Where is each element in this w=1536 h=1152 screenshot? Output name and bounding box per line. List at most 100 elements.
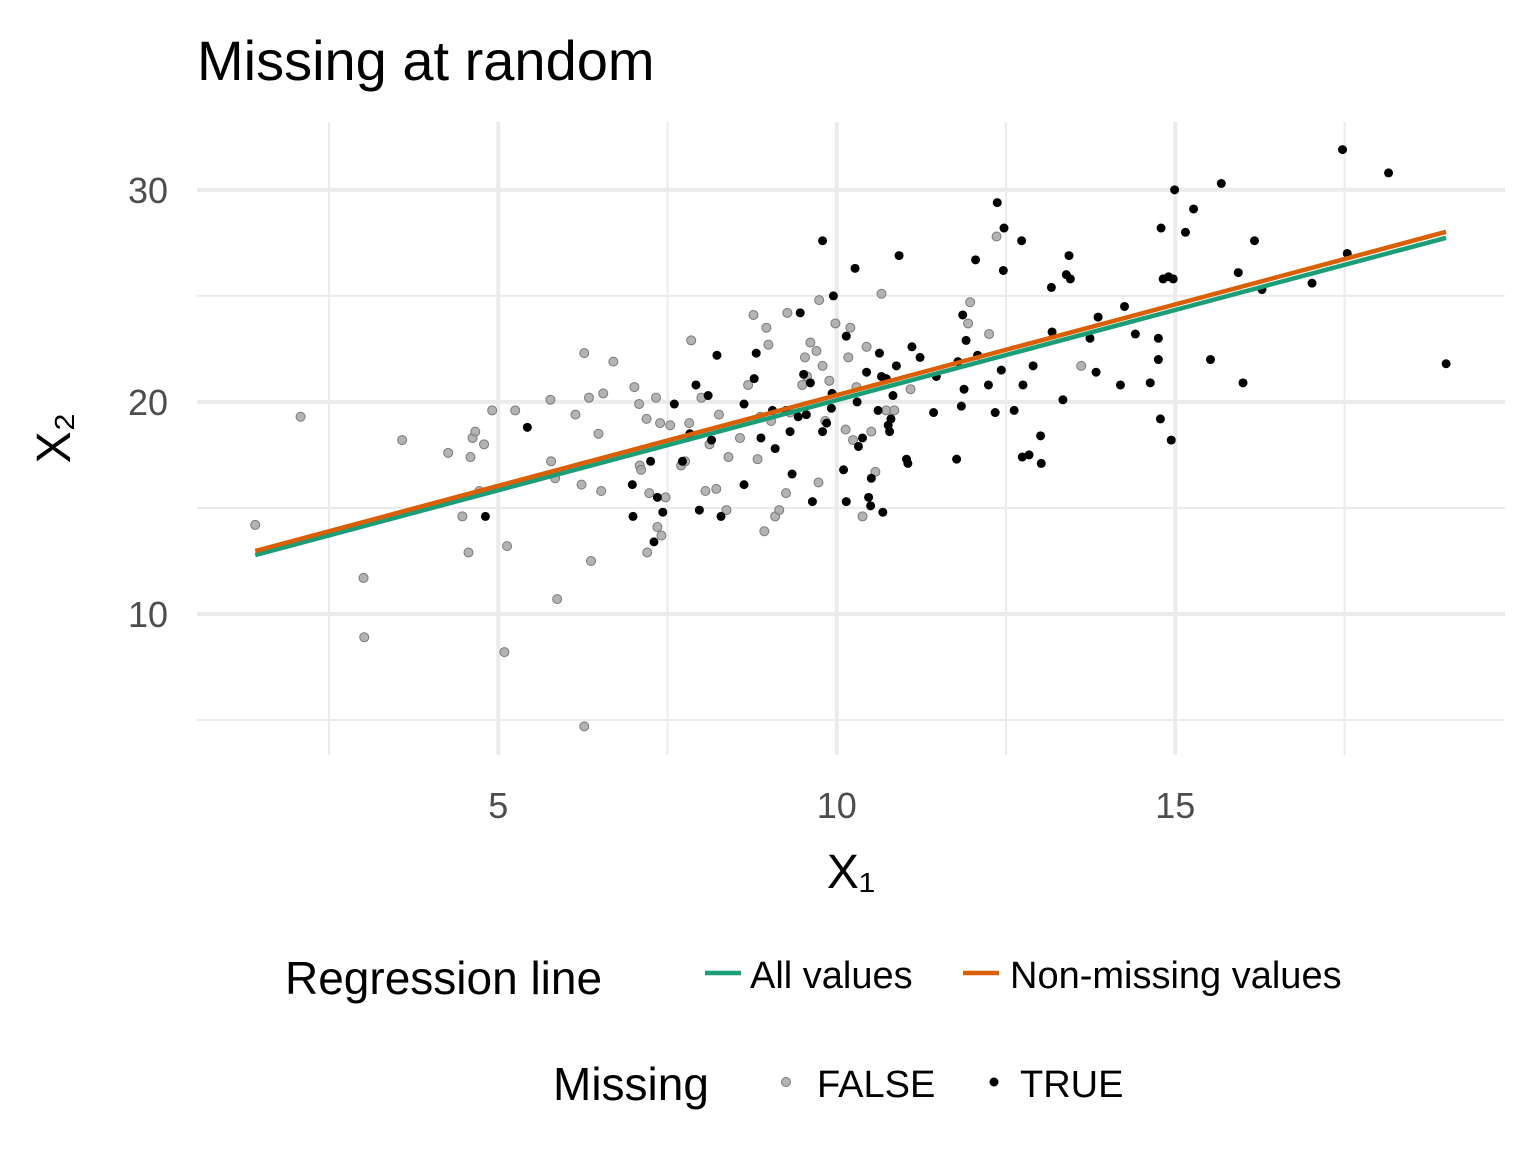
y-tick-label: 10 (128, 594, 168, 635)
point (850, 263, 860, 273)
point (739, 480, 749, 490)
point (703, 391, 713, 401)
point (866, 473, 876, 483)
point (694, 505, 704, 515)
point (691, 380, 701, 390)
point (857, 511, 868, 522)
point (811, 346, 822, 357)
point (579, 348, 590, 359)
point (1036, 431, 1046, 441)
point (634, 399, 645, 410)
point (480, 511, 490, 521)
point (894, 251, 904, 261)
point (1238, 378, 1248, 388)
point (660, 492, 671, 503)
point (443, 447, 454, 458)
point-legend-title: Missing (553, 1058, 709, 1110)
point (956, 401, 966, 411)
point (797, 379, 808, 390)
regression-line (254, 229, 1447, 554)
point (250, 519, 261, 530)
point (885, 427, 895, 437)
point (998, 265, 1008, 275)
point (807, 497, 817, 507)
legend-label: Non-missing values (1010, 955, 1342, 997)
point (570, 409, 581, 420)
point (743, 379, 754, 390)
point (1189, 204, 1199, 214)
point (891, 361, 901, 371)
point (907, 342, 917, 352)
point (1166, 435, 1176, 445)
legend-key (989, 1077, 999, 1087)
point (818, 236, 828, 246)
point (686, 335, 697, 346)
point (959, 384, 969, 394)
regression-line (254, 235, 1447, 558)
point (748, 309, 759, 320)
x-tick-label: 15 (1155, 785, 1195, 826)
point (853, 441, 863, 451)
point (874, 348, 884, 358)
point (984, 329, 995, 340)
point (813, 477, 824, 488)
point (886, 414, 896, 424)
point (629, 382, 640, 393)
point (996, 365, 1006, 375)
point (787, 469, 797, 479)
point (805, 378, 815, 388)
point (579, 721, 590, 732)
point (840, 424, 851, 435)
point (999, 223, 1009, 233)
point (656, 530, 667, 541)
point (576, 479, 587, 490)
point (1155, 414, 1165, 424)
point (858, 433, 868, 443)
point (861, 341, 872, 352)
point (839, 465, 849, 475)
point (1145, 378, 1155, 388)
point (876, 288, 887, 299)
point (822, 418, 832, 428)
x-tick-label: 10 (817, 785, 857, 826)
point (929, 408, 939, 418)
point (1009, 405, 1019, 415)
point (1018, 380, 1028, 390)
line-legend-title: Regression line (285, 952, 602, 1004)
point (1076, 360, 1087, 371)
point (852, 397, 862, 407)
point (655, 418, 666, 429)
point (817, 360, 828, 371)
point (1046, 282, 1056, 292)
point (596, 485, 607, 496)
point (818, 427, 828, 437)
point (1156, 223, 1166, 233)
point-series (480, 145, 1451, 547)
point (824, 375, 835, 386)
point (873, 405, 883, 415)
point (628, 511, 638, 521)
point (465, 452, 476, 463)
point (636, 464, 647, 475)
point (499, 647, 510, 658)
point (1058, 395, 1068, 405)
point (1441, 359, 1451, 369)
point (1170, 185, 1180, 195)
point (358, 572, 369, 583)
point (756, 433, 766, 443)
point (586, 555, 597, 566)
point (1130, 329, 1140, 339)
point (952, 454, 962, 464)
point (652, 522, 663, 533)
point (522, 422, 532, 432)
x-axis-title: X₁ (827, 846, 875, 899)
point (546, 456, 557, 467)
point (713, 409, 724, 420)
point (799, 352, 810, 363)
point (845, 322, 856, 333)
point (510, 405, 521, 416)
point (759, 526, 770, 537)
point (866, 426, 877, 437)
point (644, 488, 655, 499)
point (1024, 450, 1034, 460)
